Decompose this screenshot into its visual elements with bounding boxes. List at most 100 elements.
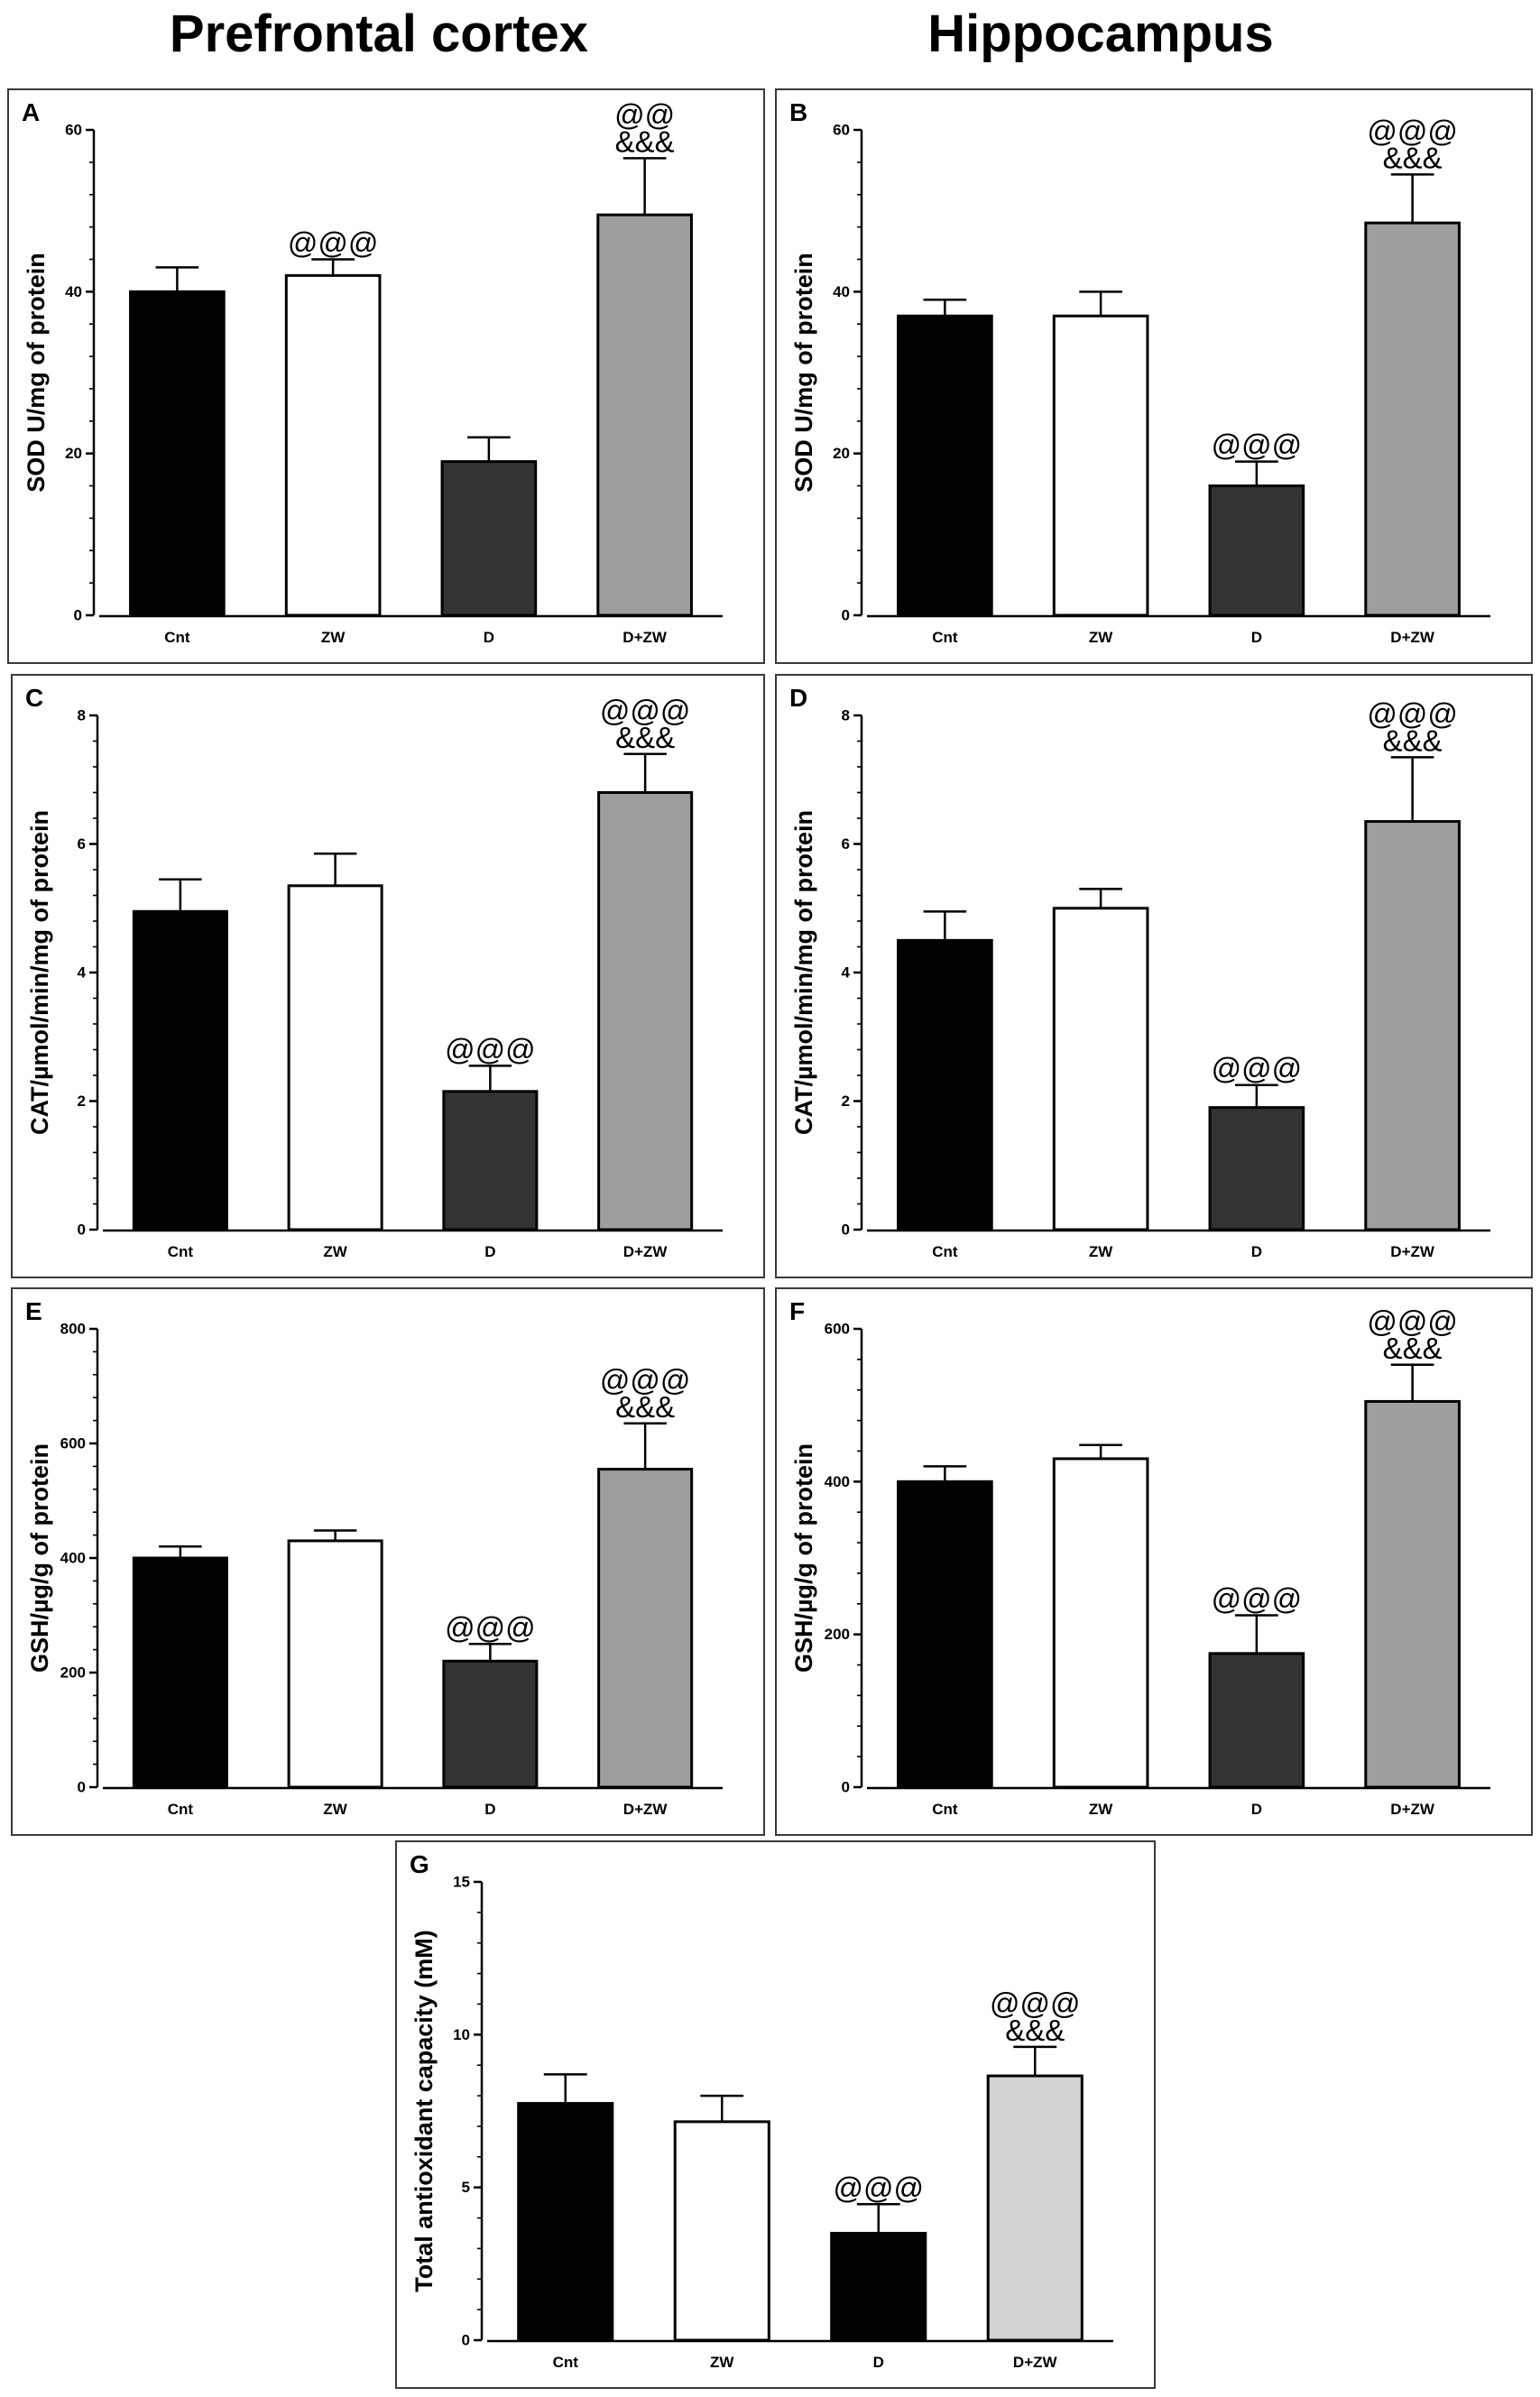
chart-svg-a: A SOD U/mg of protein 0 20 40 60 Cnt ZW @@@ D D+ZW… [22, 97, 723, 646]
bar-d [1208, 1652, 1305, 1789]
x-tick-label: ZW [323, 1243, 347, 1260]
chart-panel-f: F GSH/µg/g of protein 0 200 400 600 Cnt ZW D @@@ D… [775, 1287, 1533, 1836]
bar-zw [1052, 907, 1149, 1231]
x-tick-label: ZW [321, 629, 346, 646]
x-tick-label: ZW [323, 1801, 347, 1818]
y-tick-label: 6 [842, 835, 850, 853]
x-tick-label: Cnt [932, 629, 958, 646]
y-tick-label: 2 [78, 1092, 86, 1110]
bar-d [442, 1090, 539, 1231]
y-tick-label: 4 [78, 964, 87, 982]
y-axis-title: GSH/µg/g of protein [26, 1443, 53, 1673]
y-tick-label: 0 [842, 607, 850, 624]
bar-d-plus-zw [597, 791, 694, 1231]
bar-d [1208, 484, 1305, 617]
x-tick-label: D [484, 1243, 495, 1260]
y-tick-label: 60 [65, 122, 82, 139]
significance-label: &&& [1383, 1332, 1443, 1365]
y-tick-label: 4 [842, 964, 851, 982]
y-tick-label: 5 [462, 2179, 470, 2196]
y-axis-title: CAT/µmol/min/mg of protein [26, 810, 53, 1135]
y-axis-title: SOD U/mg of protein [23, 253, 50, 493]
chart-panel-g: G Total antioxidant capacity (mM) 0 5 10 15 Cn… [395, 1840, 1156, 2389]
y-tick-label: 20 [833, 445, 850, 462]
x-tick-label: D [873, 2354, 884, 2371]
significance-label: @@@ [1212, 1052, 1303, 1085]
bar-zw [287, 1539, 383, 1789]
bar-cnt [517, 2102, 614, 2342]
significance-label: @@@ [1367, 114, 1458, 147]
panel-letter: E [25, 1297, 42, 1325]
significance-label: &&& [1005, 2014, 1065, 2047]
significance-label: @@@ [1367, 1305, 1458, 1338]
y-tick-label: 60 [833, 122, 850, 139]
significance-label: @@@ [1212, 429, 1303, 462]
significance-label: @@@ [445, 1610, 536, 1644]
y-tick-label: 6 [78, 835, 86, 853]
x-tick-label: Cnt [932, 1243, 958, 1260]
x-tick-label: D [1251, 1243, 1262, 1260]
chart-panel-c: C CAT/µmol/min/mg of protein 0 2 4 6 8 Cnt ZW D @@… [11, 674, 765, 1278]
y-tick-label: 2 [842, 1092, 850, 1110]
y-tick-label: 40 [833, 283, 850, 300]
y-tick-label: 0 [74, 607, 82, 624]
panel-letter: B [789, 98, 807, 126]
x-tick-label: D [484, 629, 494, 646]
y-tick-label: 800 [60, 1321, 86, 1338]
bar-zw [1052, 314, 1149, 617]
y-tick-label: 10 [453, 2026, 470, 2043]
bar-zw [1052, 1457, 1149, 1789]
y-tick-label: 0 [78, 1779, 86, 1796]
y-tick-label: 600 [60, 1435, 86, 1452]
bar-d-plus-zw [1364, 1399, 1461, 1789]
panel-letter: C [25, 684, 43, 712]
y-tick-label: 200 [825, 1626, 850, 1643]
bar-cnt [132, 909, 228, 1231]
column-heading-prefrontal-cortex: Prefrontal cortex [169, 5, 589, 63]
x-tick-label: Cnt [168, 1801, 194, 1818]
y-tick-label: 40 [65, 283, 82, 300]
y-tick-label: 0 [842, 1779, 850, 1796]
y-tick-label: 20 [65, 445, 82, 462]
column-heading-hippocampus: Hippocampus [927, 5, 1274, 63]
bar-d-plus-zw [596, 213, 693, 617]
chart-svg-g: G Total antioxidant capacity (mM) 0 5 10 15 Cn… [410, 1850, 1113, 2371]
y-tick-label: 0 [78, 1222, 86, 1239]
bar-d-plus-zw [1364, 221, 1461, 617]
bar-cnt [897, 314, 993, 617]
bar-d [830, 2231, 927, 2342]
x-tick-label: D+ZW [1390, 629, 1435, 646]
chart-svg-d: D CAT/µmol/min/mg of protein 0 2 4 6 8 Cnt ZW D @@… [789, 684, 1490, 1260]
significance-label: @@@ [288, 226, 379, 259]
y-tick-label: 400 [60, 1550, 86, 1567]
significance-label: &&& [1383, 141, 1443, 174]
x-tick-label: D+ZW [623, 1801, 669, 1818]
bar-zw [287, 884, 383, 1231]
chart-svg-e: E GSH/µg/g of protein 0 200 400 600 800 Cnt ZW D @… [25, 1297, 723, 1818]
significance-label: &&& [615, 721, 675, 754]
significance-label: @@@ [990, 1987, 1081, 2020]
chart-panel-a: A SOD U/mg of protein 0 20 40 60 Cnt ZW @@@ D D+ZW… [7, 88, 765, 664]
chart-svg-f: F GSH/µg/g of protein 0 200 400 600 Cnt ZW D @@@ D… [789, 1297, 1490, 1818]
y-tick-label: 0 [842, 1222, 850, 1239]
x-tick-label: ZW [1089, 1801, 1113, 1818]
y-axis-title: Total antioxidant capacity (mM) [410, 1930, 438, 2292]
x-tick-label: D+ZW [623, 1243, 669, 1260]
x-tick-label: Cnt [168, 1243, 194, 1260]
bar-d-plus-zw [986, 2074, 1084, 2342]
x-tick-label: Cnt [932, 1801, 958, 1818]
y-tick-label: 200 [60, 1664, 86, 1682]
y-tick-label: 600 [825, 1321, 850, 1338]
y-axis-title: CAT/µmol/min/mg of protein [790, 810, 817, 1135]
significance-label: @@@ [1367, 696, 1458, 730]
y-tick-label: 8 [78, 707, 86, 724]
bar-d-plus-zw [597, 1468, 694, 1789]
significance-label: @@@ [600, 1363, 691, 1397]
bar-zw [284, 273, 382, 617]
significance-label: @@@ [834, 2171, 925, 2204]
x-tick-label: D+ZW [1390, 1801, 1435, 1818]
bar-cnt [129, 290, 226, 617]
panel-letter: D [789, 684, 807, 712]
significance-label: &&& [615, 1390, 675, 1424]
y-axis-title: SOD U/mg of protein [790, 253, 817, 493]
